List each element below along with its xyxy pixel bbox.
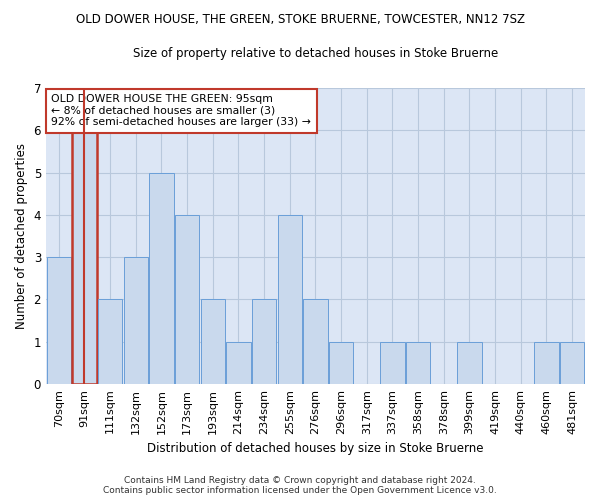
Bar xyxy=(380,342,404,384)
Bar xyxy=(457,342,482,384)
X-axis label: Distribution of detached houses by size in Stoke Bruerne: Distribution of detached houses by size … xyxy=(147,442,484,455)
Bar xyxy=(72,130,97,384)
Bar xyxy=(329,342,353,384)
Text: Contains HM Land Registry data © Crown copyright and database right 2024.
Contai: Contains HM Land Registry data © Crown c… xyxy=(103,476,497,495)
Bar xyxy=(535,342,559,384)
Bar xyxy=(98,300,122,384)
Text: OLD DOWER HOUSE, THE GREEN, STOKE BRUERNE, TOWCESTER, NN12 7SZ: OLD DOWER HOUSE, THE GREEN, STOKE BRUERN… xyxy=(76,12,524,26)
Bar xyxy=(47,257,71,384)
Text: OLD DOWER HOUSE THE GREEN: 95sqm
← 8% of detached houses are smaller (3)
92% of : OLD DOWER HOUSE THE GREEN: 95sqm ← 8% of… xyxy=(52,94,311,127)
Bar xyxy=(175,215,199,384)
Bar xyxy=(303,300,328,384)
Bar xyxy=(200,300,225,384)
Bar xyxy=(278,215,302,384)
Bar xyxy=(406,342,430,384)
Bar xyxy=(560,342,584,384)
Y-axis label: Number of detached properties: Number of detached properties xyxy=(15,143,28,329)
Bar xyxy=(124,257,148,384)
Title: Size of property relative to detached houses in Stoke Bruerne: Size of property relative to detached ho… xyxy=(133,48,498,60)
Bar xyxy=(226,342,251,384)
Bar xyxy=(149,172,173,384)
Bar xyxy=(252,300,277,384)
